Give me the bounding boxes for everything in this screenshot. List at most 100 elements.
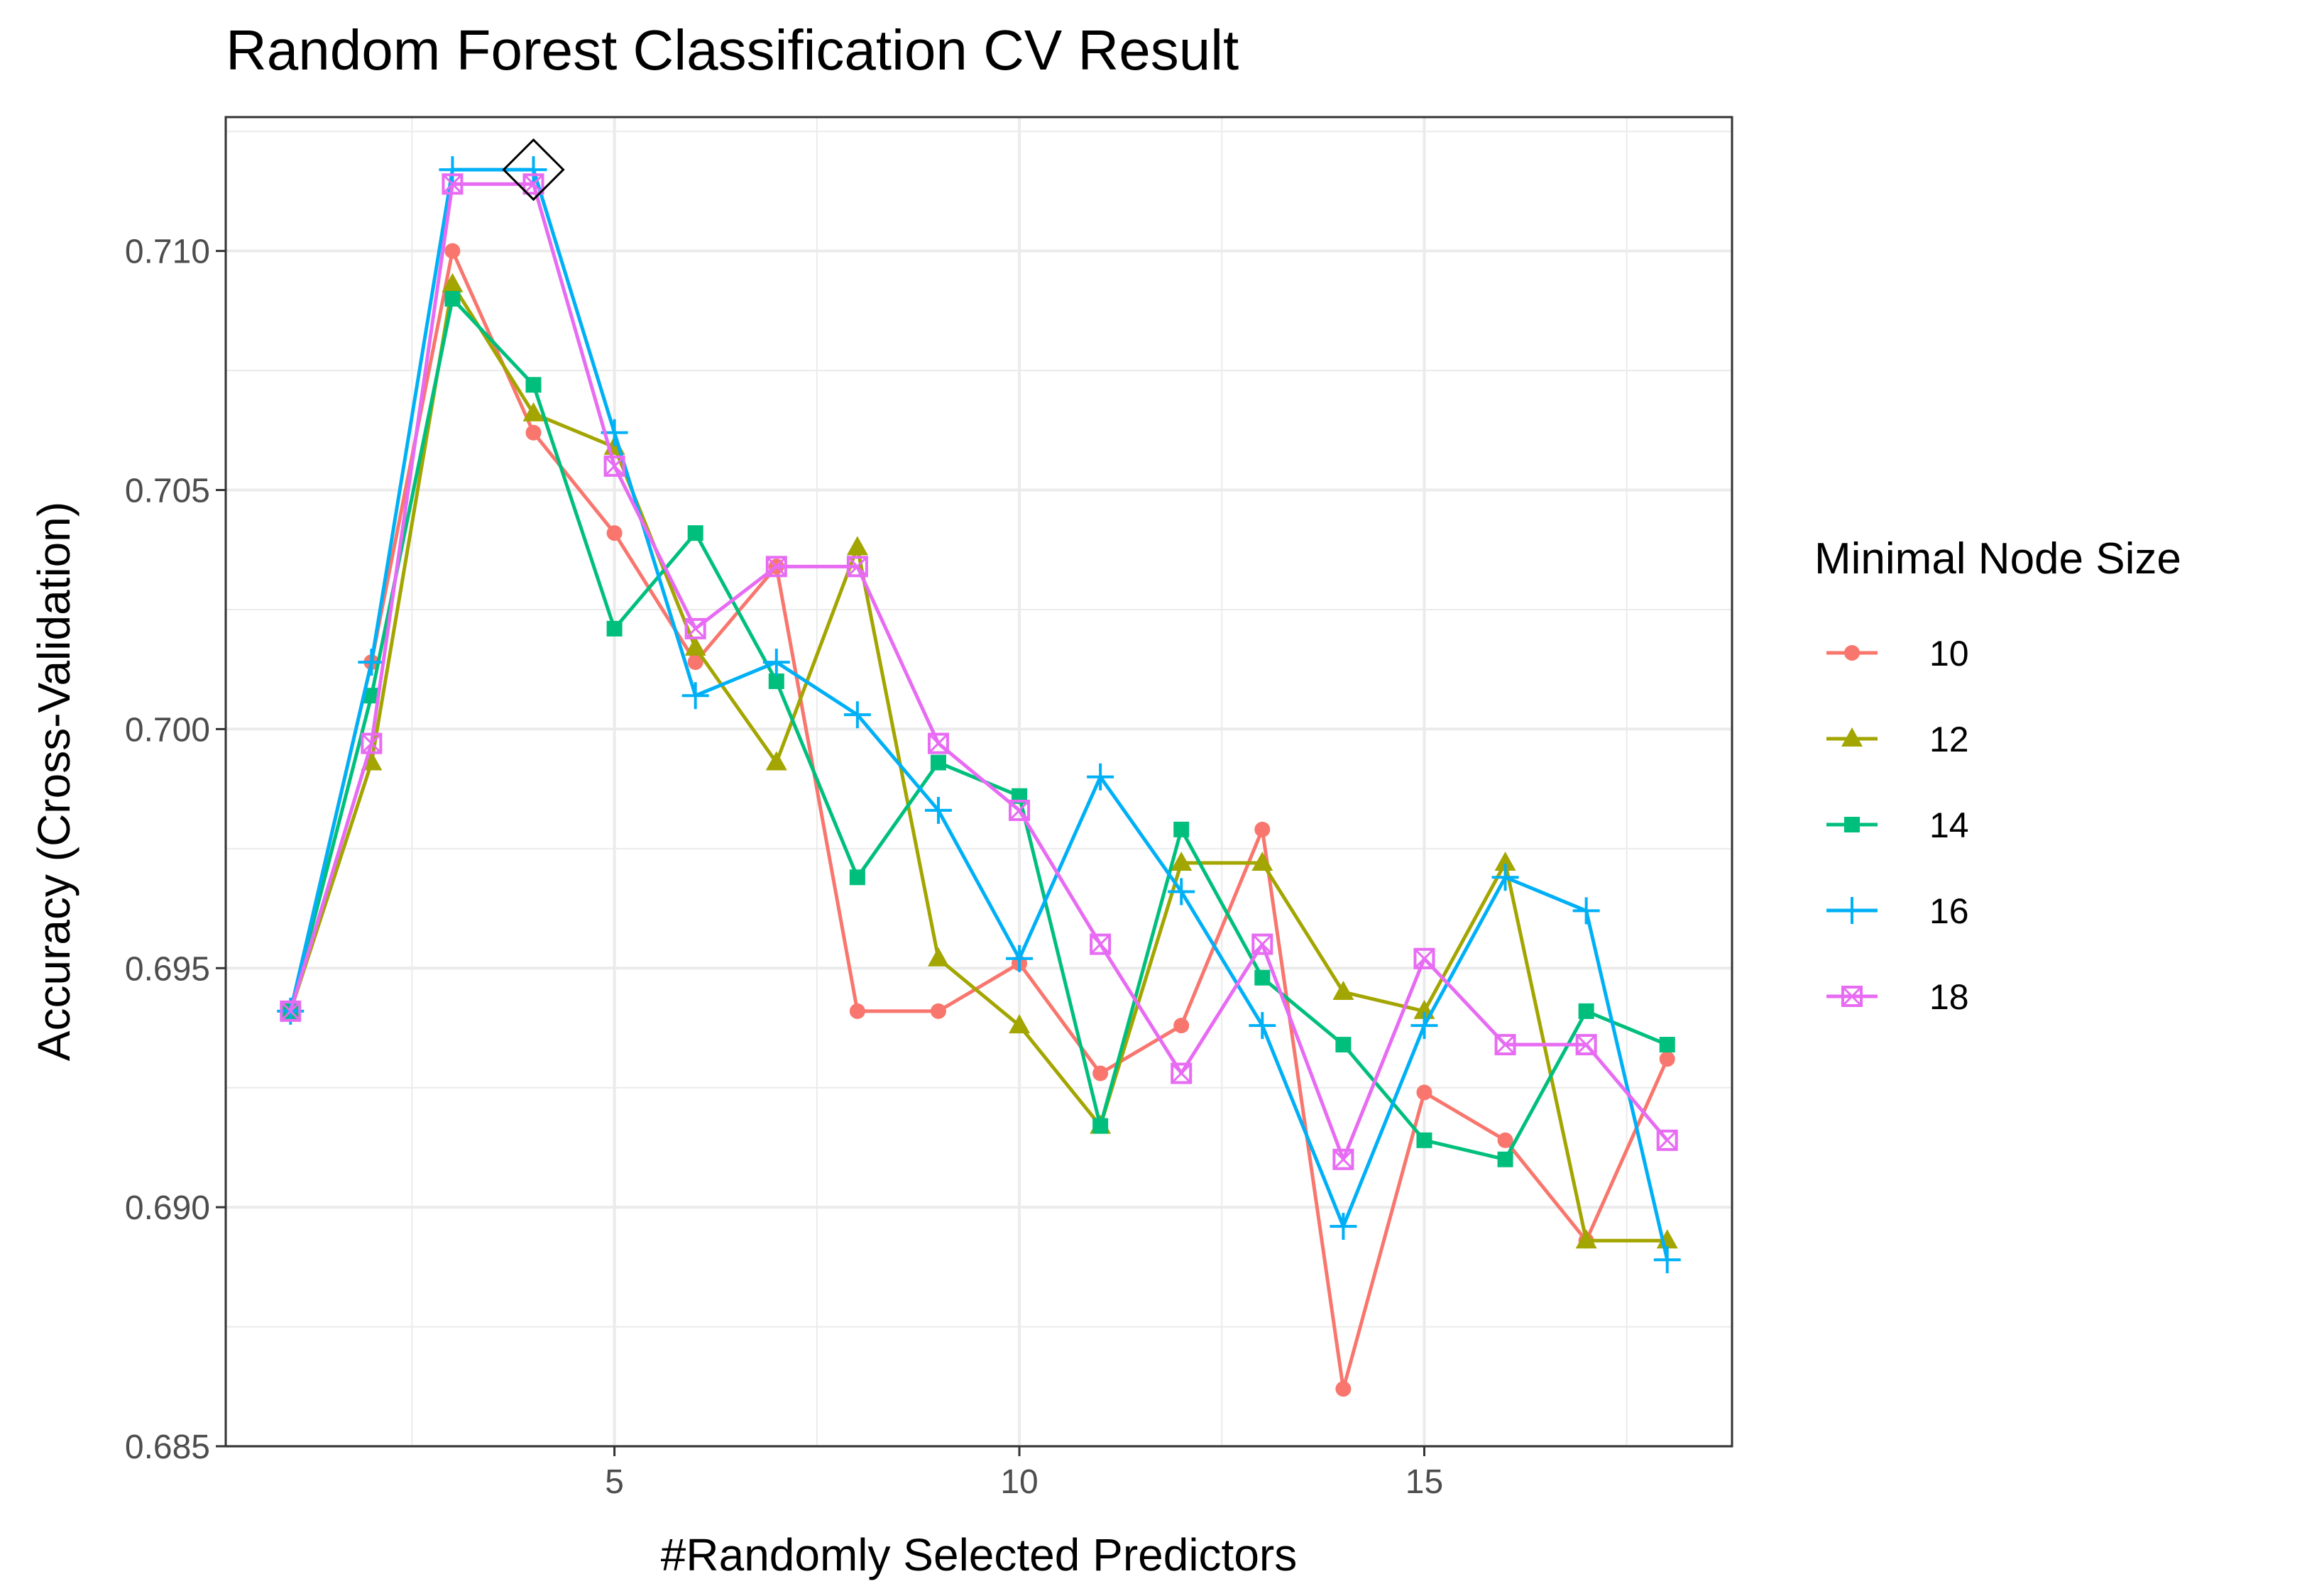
data-point — [522, 173, 544, 195]
data-point — [1575, 1034, 1597, 1056]
legend-item: 18 — [1826, 977, 1969, 1017]
data-point — [762, 649, 790, 676]
data-point — [1335, 1381, 1352, 1397]
data-point — [687, 654, 703, 671]
data-point — [439, 156, 466, 184]
best-point-diamond — [502, 138, 565, 202]
data-point — [1087, 763, 1114, 791]
data-point — [687, 525, 703, 541]
data-point — [525, 424, 542, 441]
series-line-16 — [288, 167, 1670, 1260]
data-point — [1254, 821, 1271, 837]
data-point — [846, 556, 868, 578]
data-point — [765, 556, 787, 578]
data-point — [684, 617, 706, 639]
data-point — [1578, 1003, 1594, 1019]
data-point — [1497, 1151, 1513, 1167]
data-point — [444, 291, 461, 307]
data-point — [1575, 1229, 1597, 1249]
chart-title: Random Forest Classification CV Result — [226, 18, 1239, 82]
legend-item: 10 — [1826, 634, 1969, 673]
y-axis: 0.685 0.690 0.695 0.700 0.705 0.710 — [125, 233, 226, 1466]
data-point — [280, 1000, 302, 1022]
data-point — [1410, 1012, 1438, 1040]
data-point — [525, 377, 542, 393]
data-point — [1173, 821, 1190, 837]
data-point — [1092, 1065, 1109, 1082]
data-point — [363, 688, 380, 704]
legend-label: 18 — [1929, 977, 1969, 1017]
data-point — [1494, 852, 1516, 871]
data-point — [927, 732, 949, 754]
y-tick-label: 0.695 — [125, 950, 210, 988]
data-point — [849, 869, 865, 886]
series-line-12 — [288, 282, 1667, 1243]
legend-label: 10 — [1929, 634, 1969, 673]
data-point — [358, 649, 385, 676]
x-tick-label: 10 — [1000, 1463, 1038, 1501]
data-point — [1335, 1037, 1352, 1053]
data-point — [930, 754, 946, 771]
legend-item: 16 — [1826, 891, 1969, 931]
data-point — [1413, 947, 1435, 969]
data-point — [849, 1003, 865, 1019]
series-line-18 — [288, 182, 1669, 1162]
legend-label: 12 — [1929, 720, 1969, 759]
data-point — [1491, 864, 1519, 891]
data-point — [1171, 1062, 1193, 1084]
x-axis-title: #Randomly Selected Predictors — [661, 1529, 1297, 1580]
data-point — [927, 947, 949, 967]
data-point — [930, 1003, 946, 1019]
data-point — [1090, 933, 1112, 955]
x-axis: 5 10 15 — [605, 1446, 1443, 1501]
data-point — [522, 402, 544, 422]
data-point — [768, 673, 784, 690]
data-point — [1330, 1213, 1357, 1240]
legend-item: 12 — [1826, 720, 1969, 759]
plot-border — [224, 116, 1733, 1448]
data-point — [1332, 1148, 1354, 1170]
y-tick-label: 0.690 — [125, 1189, 210, 1227]
legend-key-marker — [1841, 727, 1863, 747]
series-layer — [277, 156, 1681, 1397]
y-tick-label: 0.685 — [125, 1429, 210, 1466]
data-point — [1173, 1018, 1190, 1034]
data-point — [846, 536, 868, 556]
data-point — [924, 796, 952, 824]
grid-minor — [226, 117, 1732, 1446]
data-point — [1497, 1132, 1513, 1148]
data-point — [606, 525, 623, 541]
plot-background — [226, 117, 1732, 1446]
data-point — [1171, 852, 1193, 871]
data-point — [520, 156, 547, 184]
data-point — [361, 732, 383, 754]
data-point — [1009, 799, 1031, 821]
y-tick-label: 0.710 — [125, 233, 210, 271]
legend-items: 10 12 14 16 18 — [1826, 634, 1969, 1017]
data-point — [1249, 1012, 1276, 1040]
series-16 — [277, 156, 1681, 1274]
data-point — [442, 273, 464, 292]
data-point — [1659, 1037, 1675, 1053]
legend-label: 16 — [1929, 891, 1969, 931]
data-point — [442, 173, 464, 195]
series-line-10 — [288, 249, 1670, 1391]
legend-item: 14 — [1826, 805, 1969, 845]
x-tick-label: 5 — [605, 1463, 624, 1501]
data-point — [1254, 969, 1271, 986]
data-point — [1572, 897, 1600, 925]
data-point — [1006, 945, 1034, 972]
data-point — [1092, 1118, 1109, 1134]
data-point — [1416, 1084, 1432, 1101]
y-axis-title: Accuracy (Cross-Validation) — [28, 502, 80, 1061]
data-point — [681, 682, 709, 710]
legend: Minimal Node Size 10 12 14 16 18 — [1814, 534, 2181, 1017]
y-tick-label: 0.705 — [125, 473, 210, 510]
data-point — [1653, 1246, 1681, 1274]
series-18 — [280, 173, 1678, 1170]
legend-key-marker — [1844, 645, 1860, 661]
data-point — [1009, 1014, 1031, 1034]
data-point — [765, 751, 787, 771]
data-point — [603, 455, 625, 477]
